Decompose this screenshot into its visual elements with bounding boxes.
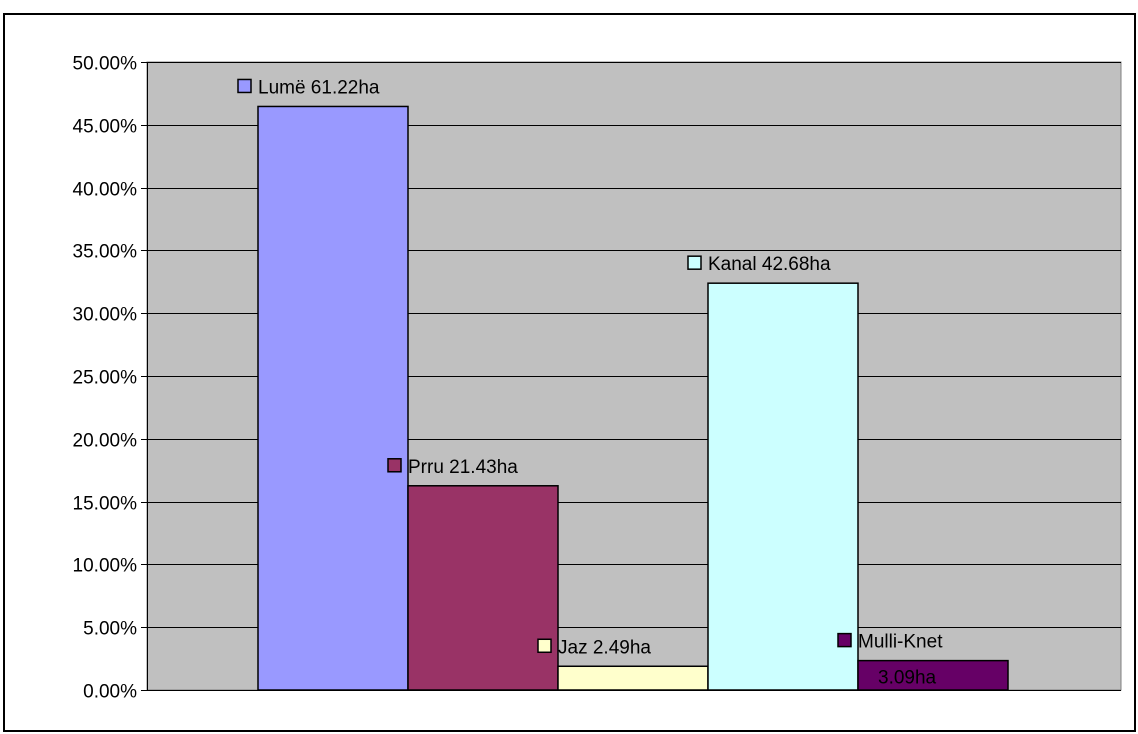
bar-lum- <box>257 105 409 691</box>
legend-key-jaz <box>537 638 552 654</box>
y-tick-label: 30.00% <box>73 305 138 326</box>
bar-prru <box>407 485 559 691</box>
y-tick-label: 25.00% <box>73 368 138 389</box>
data-labels: Lumë 61.22ha Prru 21.43ha Jaz 2.49ha Kanal … <box>237 77 943 689</box>
y-tick-label: 40.00% <box>73 180 138 201</box>
y-tick-label: 15.00% <box>73 494 138 515</box>
y-axis: 0.00% 5.00% 10.00% 15.00% 20.00% 25.00% 30.00%… <box>73 54 148 703</box>
bar-kanal <box>707 282 859 691</box>
y-tick-label: 10.00% <box>73 556 138 577</box>
legend-key-lum- <box>237 78 252 94</box>
legend-key-kanal <box>687 255 702 270</box>
bar-mulli-knet <box>857 659 1009 691</box>
data-label: Prru 21.43ha <box>408 457 518 478</box>
bar-jaz <box>557 665 709 691</box>
data-label: 3.09ha <box>878 668 937 689</box>
y-tick-label: 50.00% <box>73 54 138 75</box>
y-tick-label: 5.00% <box>83 619 137 640</box>
y-tick-label: 35.00% <box>73 242 138 263</box>
bars <box>257 105 1009 691</box>
data-label: Mulli-Knet <box>858 632 943 653</box>
y-tick-label: 20.00% <box>73 431 138 452</box>
legend-key-prru <box>387 458 402 473</box>
y-tick-label: 0.00% <box>83 682 137 703</box>
legend-key-mulli-knet <box>837 632 852 648</box>
data-label: Jaz 2.49ha <box>558 637 651 658</box>
data-label: Lumë 61.22ha <box>258 77 380 98</box>
y-tick-label: 45.00% <box>73 117 138 138</box>
data-label: Kanal 42.68ha <box>708 254 831 275</box>
